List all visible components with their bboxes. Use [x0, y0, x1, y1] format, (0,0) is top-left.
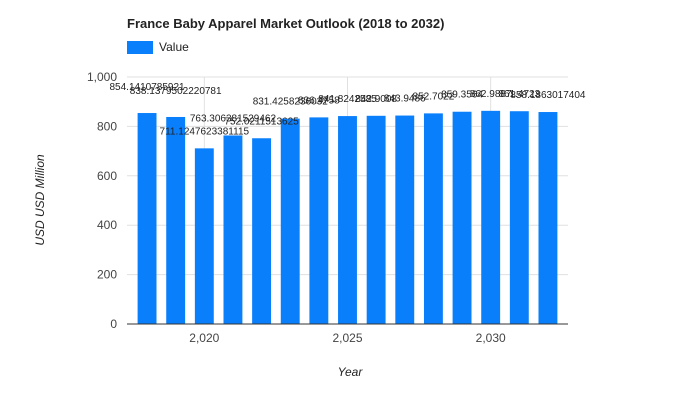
x-tick-label: 2,025: [332, 331, 362, 345]
bar: [309, 117, 329, 324]
legend: Value: [127, 40, 189, 54]
x-axis-title: Year: [338, 365, 364, 379]
axes: 0 200 400 600 800 1,000 2,020 2,025 2,030: [87, 70, 568, 345]
data-label: 763.306381529462: [190, 113, 277, 124]
bar: [137, 113, 157, 324]
data-label: 841.8242585: [318, 94, 377, 105]
y-tick-label: 600: [97, 169, 117, 183]
data-label: 854.1410785921: [110, 82, 186, 93]
chart-title: France Baby Apparel Market Outlook (2018…: [127, 16, 445, 31]
y-tick-label: 0: [110, 317, 117, 331]
data-label: 831.4258236032: [253, 97, 329, 108]
bars: [137, 110, 558, 325]
bar: [166, 116, 186, 324]
data-label: 838.1379502220781: [130, 86, 222, 97]
bar: [395, 115, 415, 325]
y-tick-label: 800: [97, 119, 117, 133]
bar: [366, 115, 386, 324]
y-tick-label: 1,000: [87, 70, 117, 84]
bar: [423, 113, 443, 324]
data-label: 859.3564: [441, 90, 483, 101]
data-label: 862.9887: [470, 89, 512, 100]
y-axis-title: USD USD Million: [33, 154, 47, 246]
bar: [194, 148, 214, 324]
data-label: 858.1863017404: [510, 90, 586, 101]
x-tick-label: 2,030: [476, 331, 506, 345]
data-label: 752.0211513625: [224, 116, 299, 127]
data-label: 852.7022: [413, 91, 455, 102]
bar: [509, 111, 529, 324]
bar: [481, 110, 501, 325]
bar: [280, 118, 300, 325]
data-label: 711.1247623381115: [160, 126, 250, 137]
data-label: 843.9486: [384, 94, 426, 105]
bar: [252, 138, 272, 324]
legend-label: Value: [159, 40, 189, 54]
bar: [538, 112, 558, 324]
bar: [338, 116, 357, 324]
y-tick-label: 200: [97, 268, 117, 282]
data-label: 836.4758: [298, 95, 340, 106]
x-tick-label: 2,020: [189, 331, 219, 345]
legend-swatch: [127, 40, 153, 54]
bar: [452, 111, 472, 324]
y-tick-label: 400: [97, 218, 117, 232]
data-label: 842.9008: [355, 94, 397, 105]
bar: [223, 135, 243, 324]
data-label: 861.4723: [498, 89, 540, 100]
